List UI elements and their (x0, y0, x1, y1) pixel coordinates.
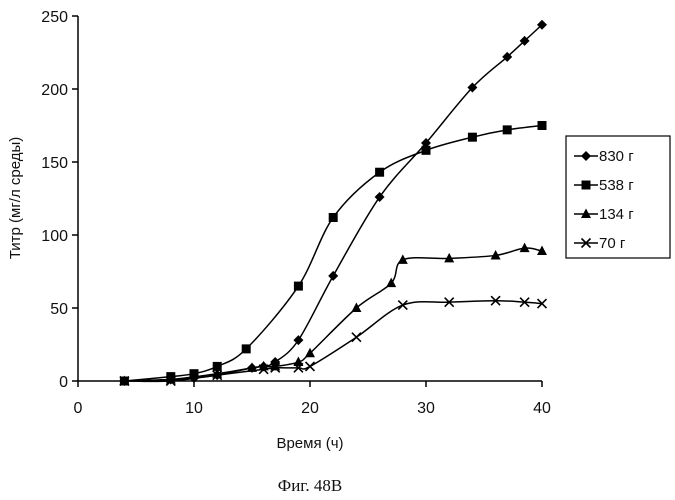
y-tick-label: 250 (41, 9, 68, 26)
x-tick-label: 0 (74, 400, 83, 417)
data-point (468, 133, 477, 142)
series-3 (119, 243, 547, 385)
x-tick-label: 20 (301, 400, 319, 417)
y-axis-label: Титр (мг/л среды) (7, 137, 24, 260)
series-line (124, 25, 542, 381)
y-tick-label: 50 (50, 301, 68, 318)
data-point (398, 301, 407, 310)
figure-caption: Фиг. 48B (278, 476, 342, 495)
data-point (351, 303, 361, 313)
data-point (242, 344, 251, 353)
tick-labels: 0 50 100 150 200 250 0 10 20 30 40 (41, 9, 551, 417)
y-tick-label: 200 (41, 82, 68, 99)
series-line (124, 126, 542, 382)
legend-label: 70 г (599, 235, 626, 252)
y-tick-label: 0 (59, 374, 68, 391)
series-group (119, 20, 547, 386)
chart: 0 50 100 150 200 250 0 10 20 30 40 Время (ч) Титр … (0, 0, 675, 500)
y-tick-label: 150 (41, 155, 68, 172)
x-tick-label: 30 (417, 400, 435, 417)
data-point (328, 271, 338, 281)
legend-label: 134 г (599, 206, 634, 223)
axes (72, 16, 542, 387)
data-point (293, 335, 303, 345)
series-line (124, 301, 542, 382)
data-point (538, 121, 547, 130)
data-point (386, 278, 396, 288)
data-point (375, 192, 385, 202)
x-tick-label: 10 (185, 400, 203, 417)
legend-label: 830 г (599, 148, 634, 165)
data-point (306, 362, 315, 371)
data-point (352, 333, 361, 342)
series-line (124, 248, 542, 381)
series-2 (120, 121, 547, 386)
data-point (503, 125, 512, 134)
y-tick-label: 100 (41, 228, 68, 245)
x-axis-label: Время (ч) (276, 435, 343, 452)
data-point (422, 146, 431, 155)
legend: 830 г 538 г 134 г 70 г (566, 136, 670, 258)
series-4 (120, 296, 547, 385)
x-tick-label: 40 (533, 400, 551, 417)
data-point (294, 282, 303, 291)
data-point (375, 168, 384, 177)
legend-label: 538 г (599, 177, 634, 194)
data-point (329, 213, 338, 222)
legend-marker (582, 181, 591, 190)
